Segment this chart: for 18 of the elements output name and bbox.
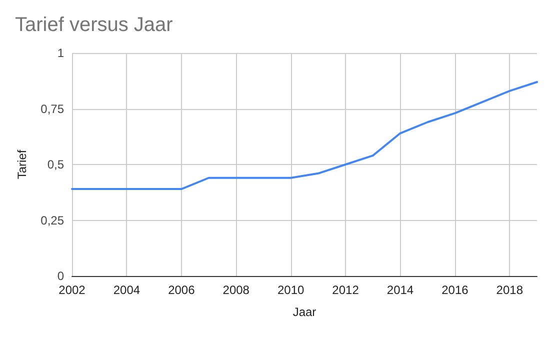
y-tick-label: 0,25 [40,213,64,228]
x-tick-label: 2012 [332,283,360,297]
y-axis-title: Tarief [15,149,29,180]
x-tick-label: 2018 [496,283,524,297]
x-tick-label: 2016 [442,283,469,297]
x-tick-label: 2006 [168,283,196,297]
chart-title: Tarief versus Jaar [15,14,174,36]
x-axis-title: Jaar [292,305,316,319]
x-tick-label: 2004 [113,283,140,297]
y-tick-label: 0,75 [40,102,64,116]
y-tick-label: 0,5 [47,158,64,172]
x-tick-label: 2008 [222,283,250,297]
line-series [71,80,538,190]
x-tick-label: 2010 [277,283,304,297]
x-tick-label: 2002 [58,283,86,297]
x-tick-label: 2014 [386,283,414,297]
y-tick-label: 1 [57,46,64,60]
y-tick-label: 0 [57,269,64,283]
